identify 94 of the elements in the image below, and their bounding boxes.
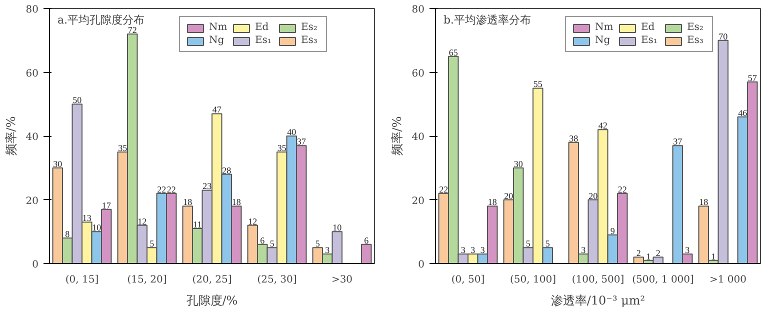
data-label: 38 [569,133,579,144]
data-label: 10 [92,222,102,233]
data-label: 28 [222,165,232,176]
y-axis-title: 频率/% [390,116,404,156]
y-tick-label: 60 [412,68,425,80]
data-label: 23 [202,181,212,192]
data-label: 12 [138,216,147,226]
data-label: 5 [545,238,550,249]
data-label: 18 [488,197,498,208]
data-label: 5 [526,238,531,249]
x-axis-title: 渗透率/10⁻³ μm² [550,294,646,308]
data-label: 5 [270,238,275,249]
legend-label: Es₂ [301,22,318,33]
data-label: 5 [150,238,155,249]
legend-label: Es₃ [687,35,704,46]
data-label: 3 [581,244,586,255]
data-label: 42 [598,120,608,131]
legend-label: Ng [595,35,612,46]
data-label: 17 [102,200,112,210]
data-label: 11 [193,219,202,230]
data-label: 70 [718,31,728,42]
legend-label: Es₂ [687,22,704,33]
data-label: 55 [533,79,543,90]
data-label: 37 [673,136,683,147]
data-label: 3 [685,244,690,255]
x-tick-label: (100, 500] [572,274,624,286]
y-tick-label: 0 [418,260,425,270]
data-label: 12 [248,216,258,226]
data-label: 30 [514,158,524,169]
legend-label: Nm [209,22,228,33]
data-label: 3 [460,244,466,255]
data-label: 22 [618,184,627,194]
data-label: 35 [277,142,287,153]
data-label: 50 [72,95,82,106]
data-label: 6 [260,235,266,246]
data-label: 20 [504,190,514,201]
data-label: 18 [232,197,242,208]
data-label: 2 [656,248,660,258]
data-label: 1 [711,251,716,262]
x-tick-label: (0, 15] [65,274,99,286]
data-label: 18 [699,197,709,208]
y-tick-label: 20 [412,196,425,207]
legend-label: Es₃ [301,35,318,46]
y-tick-label: 0 [32,260,39,270]
x-tick-label: >30 [331,274,353,286]
legend-label: Es₁ [255,35,272,46]
data-label: 20 [588,190,598,201]
bar [361,244,372,264]
y-tick-label: 20 [26,196,39,207]
data-label: 22 [157,184,166,194]
legend-label: Ed [255,22,270,33]
y-axis-title: 频率/% [4,116,18,156]
legend-label: Nm [595,22,614,33]
data-label: 40 [287,127,297,137]
data-label: 3 [480,244,486,255]
data-label: 47 [212,104,222,115]
data-label: 3 [470,244,476,255]
data-label: 8 [65,229,70,239]
x-axis-title: 孔隙度/% [186,294,238,308]
x-tick-label: (0, 50] [451,274,485,286]
data-label: 3 [325,244,330,255]
data-label: 37 [296,136,306,147]
data-label: 10 [332,222,342,233]
x-tick-label: (500, 1 000] [632,274,694,286]
data-label: 57 [748,72,758,83]
data-label: 9 [610,226,616,236]
data-label: 13 [82,213,92,224]
data-label: 2 [636,248,641,258]
text: a.平均孔隙度分布 [58,14,145,26]
y-tick-label: 40 [412,132,425,143]
legend-label: Es₁ [641,35,658,46]
x-tick-label: (25, 30] [257,274,297,286]
data-label: 35 [118,142,128,153]
y-tick-label: 40 [26,132,39,143]
x-tick-label: (50, 100] [510,274,556,286]
legend-label: Ng [209,35,226,46]
y-tick-label: 80 [412,4,425,16]
data-label: 65 [448,47,458,58]
text: b.平均渗透率分布 [444,14,532,26]
data-label: 1 [646,251,651,262]
data-label: 5 [315,238,320,249]
x-tick-label: >1 000 [709,274,747,286]
x-tick-label: (20, 25] [192,274,232,286]
data-label: 72 [128,25,137,35]
data-label: 22 [166,184,176,194]
y-tick-label: 60 [26,68,39,80]
y-tick-label: 80 [26,4,39,16]
data-label: 18 [183,197,193,208]
data-label: 22 [439,184,448,194]
legend-label: Ed [641,22,656,33]
data-label: 6 [364,235,370,246]
data-label: 46 [738,108,748,118]
data-label: 30 [53,158,63,169]
x-tick-label: (15, 20] [127,274,167,286]
